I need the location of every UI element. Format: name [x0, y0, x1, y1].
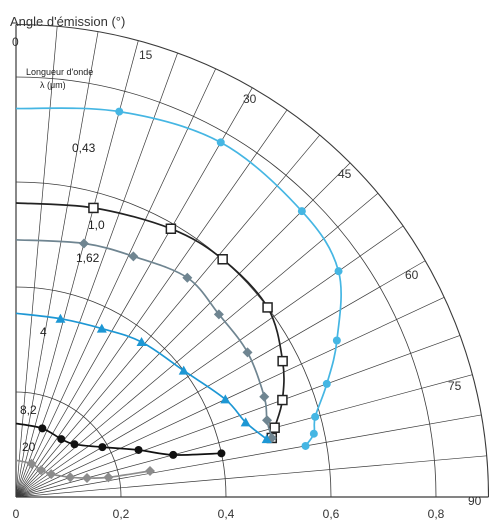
data-point: [261, 434, 272, 444]
data-point: [277, 394, 288, 406]
grid-radial-line: [15, 40, 139, 498]
data-point: [217, 449, 226, 458]
data-point: [259, 391, 270, 402]
series-line: [15, 459, 151, 479]
chart-title: Angle d'émission (°): [10, 14, 125, 29]
radius-tick-label: 0,4: [218, 507, 235, 521]
grid-radial-line: [15, 260, 426, 498]
angle-tick-label: 45: [338, 167, 352, 181]
radius-tick-label: 0,6: [323, 507, 340, 521]
data-point: [96, 323, 107, 333]
data-point: [217, 254, 228, 265]
data-point: [277, 355, 288, 367]
data-point: [220, 394, 231, 404]
legend-title-line2: λ (μm): [40, 80, 66, 90]
data-point: [269, 422, 280, 433]
data-point: [36, 465, 47, 476]
series-label: 1,62: [76, 251, 100, 265]
angle-tick-label: 90: [468, 494, 482, 508]
data-point: [98, 443, 107, 452]
grid-radial-line: [15, 68, 217, 498]
legend-title-line1: Longueur d'onde: [26, 67, 93, 77]
data-point: [88, 202, 99, 214]
grid-radial-line: [15, 87, 253, 498]
data-point: [297, 207, 306, 216]
angle-tick-label: 15: [139, 48, 153, 62]
data-point: [134, 445, 143, 454]
data-point: [26, 458, 37, 469]
data-point: [240, 417, 251, 427]
series-label: 0,43: [72, 141, 96, 155]
series-line: [15, 107, 342, 447]
data-point: [178, 365, 189, 375]
angle-tick-label: 0: [12, 35, 19, 49]
data-point: [332, 336, 341, 345]
series-label: 4: [40, 325, 47, 339]
data-point: [136, 336, 147, 346]
grid-radial-line: [15, 52, 178, 498]
data-point: [242, 347, 253, 358]
data-point: [301, 441, 310, 450]
grid-radial-line: [15, 162, 351, 498]
data-point: [322, 379, 331, 388]
data-point: [115, 107, 124, 116]
grid-radial-line: [15, 374, 473, 498]
grid-radial-line: [15, 134, 320, 498]
data-point: [311, 412, 320, 421]
data-point: [65, 472, 76, 483]
polar-grid: [15, 23, 489, 498]
series-line: [15, 202, 285, 439]
radius-tick-label: 0,2: [113, 507, 130, 521]
series-label: 8,2: [20, 403, 37, 417]
grid-radial-line: [15, 109, 288, 498]
series-line: [15, 312, 268, 440]
data-point: [70, 440, 79, 449]
labels-group: Angle d'émission (°) Longueur d'onde λ (…: [10, 14, 482, 521]
data-point: [334, 267, 343, 276]
data-point: [262, 302, 273, 313]
data-point: [144, 465, 155, 476]
data-point: [182, 272, 193, 283]
grid-radial-line: [15, 26, 58, 498]
angle-tick-label: 30: [243, 92, 257, 106]
data-point: [169, 450, 178, 459]
angle-tick-label: 75: [448, 379, 462, 393]
data-point: [46, 469, 57, 480]
data-point: [78, 238, 89, 249]
data-point: [55, 313, 66, 323]
grid-radial-line: [15, 455, 487, 498]
data-point: [38, 424, 47, 433]
data-point: [128, 251, 139, 262]
radius-tick-label: 0,8: [428, 507, 445, 521]
series-label: 1,0: [88, 218, 105, 232]
data-point: [309, 429, 318, 438]
data-point: [165, 223, 177, 234]
grid-radial-line: [15, 296, 445, 498]
grid-radial-line: [15, 335, 461, 498]
radius-tick-label: 0: [13, 507, 20, 521]
data-point: [57, 435, 66, 444]
grid-radial-line: [15, 414, 482, 498]
angle-tick-label: 60: [405, 268, 419, 282]
data-point: [213, 309, 224, 320]
data-point: [103, 472, 114, 483]
data-point: [216, 138, 225, 147]
series-group: [15, 107, 343, 483]
data-point: [81, 472, 92, 483]
series-label: 20: [22, 440, 36, 454]
data-point: [262, 415, 273, 426]
